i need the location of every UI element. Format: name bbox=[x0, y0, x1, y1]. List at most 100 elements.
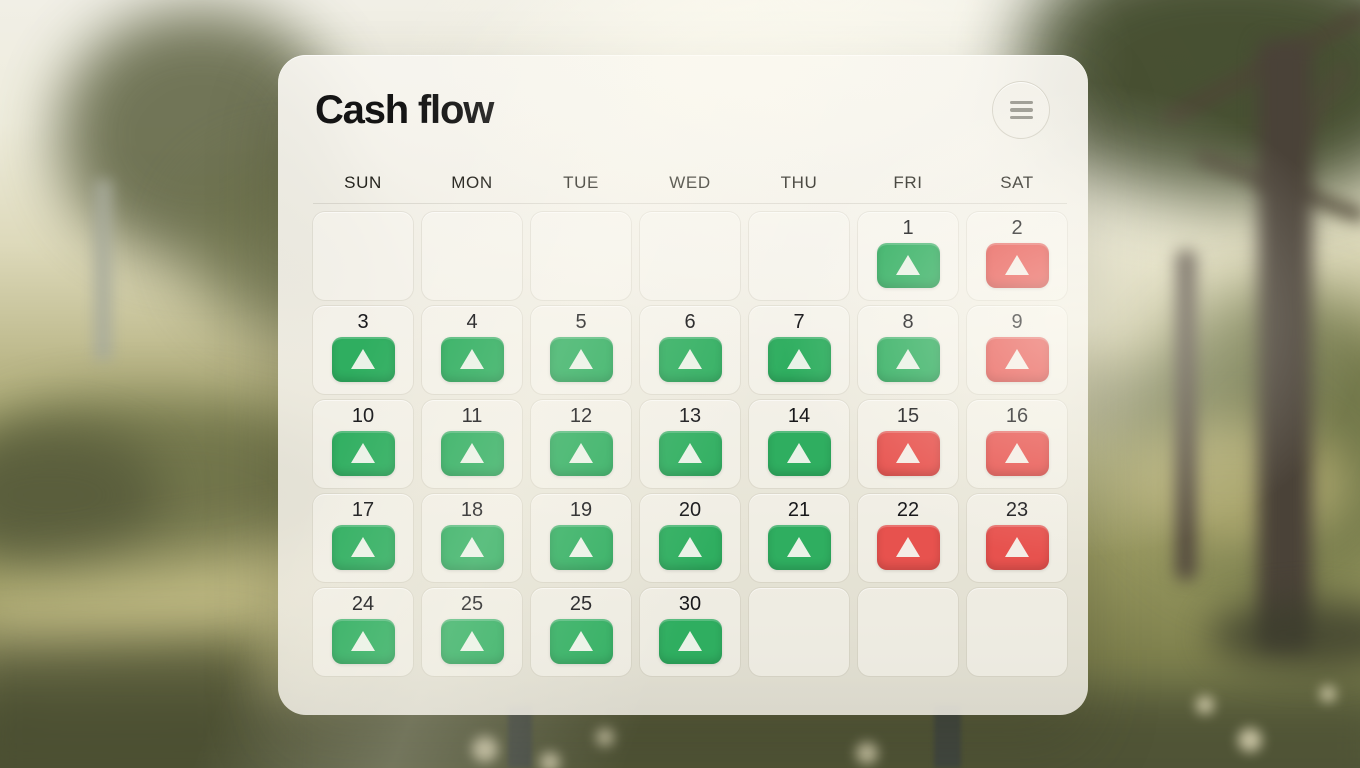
day-number: 19 bbox=[569, 499, 593, 521]
day-number: 2 bbox=[1011, 217, 1023, 239]
day-header: WED bbox=[669, 173, 711, 192]
day-number: 7 bbox=[793, 311, 805, 333]
calendar-day-cell[interactable]: 17 bbox=[313, 494, 413, 582]
up-triangle-icon bbox=[460, 348, 484, 369]
day-header: TUE bbox=[563, 173, 599, 192]
up-triangle-icon bbox=[787, 348, 811, 369]
calendar-day-cell[interactable]: 20 bbox=[640, 494, 740, 582]
bokeh-light bbox=[1196, 696, 1214, 714]
up-triangle-icon bbox=[896, 442, 920, 463]
day-number: 30 bbox=[678, 593, 702, 615]
tree-branch bbox=[1193, 149, 1360, 223]
trend-badge-positive bbox=[658, 619, 722, 664]
calendar-day-cell[interactable]: 6 bbox=[640, 306, 740, 394]
trend-badge-positive bbox=[658, 337, 722, 382]
up-triangle-icon bbox=[569, 442, 593, 463]
trend-badge-negative bbox=[876, 431, 940, 476]
calendar-grid: 1 2 3 4 5 6 7 8 9 10 11 12 13 14 15 16 17 18 19 20 21 22 23 24 2… bbox=[313, 212, 1067, 676]
day-number: 9 bbox=[1011, 311, 1023, 333]
trend-badge-positive bbox=[767, 337, 831, 382]
calendar-day-cell[interactable]: 13 bbox=[640, 400, 740, 488]
calendar-day-cell[interactable]: 2 bbox=[967, 212, 1067, 300]
trend-badge-positive bbox=[767, 525, 831, 570]
day-number: 13 bbox=[678, 405, 702, 427]
trend-badge-positive bbox=[658, 431, 722, 476]
calendar-day-cell[interactable]: 15 bbox=[858, 400, 958, 488]
day-number: 25 bbox=[460, 593, 484, 615]
calendar-day-cell[interactable]: 9 bbox=[967, 306, 1067, 394]
day-number: 5 bbox=[575, 311, 587, 333]
trend-badge-positive bbox=[440, 337, 504, 382]
calendar-empty-cell bbox=[749, 212, 849, 300]
calendar-day-cell[interactable]: 30 bbox=[640, 588, 740, 676]
calendar-day-cell[interactable]: 14 bbox=[749, 400, 849, 488]
trend-badge-positive bbox=[549, 337, 613, 382]
calendar-day-cell[interactable]: 18 bbox=[422, 494, 522, 582]
dark-hill-left bbox=[0, 430, 160, 560]
calendar-day-cell[interactable]: 3 bbox=[313, 306, 413, 394]
hamburger-menu-icon bbox=[1009, 100, 1033, 120]
up-triangle-icon bbox=[787, 536, 811, 557]
calendar-day-cell[interactable]: 1 bbox=[858, 212, 958, 300]
trend-badge-positive bbox=[549, 431, 613, 476]
day-header: SAT bbox=[1000, 173, 1034, 192]
trend-badge-positive bbox=[440, 619, 504, 664]
tree-right-foliage bbox=[1130, 290, 1360, 590]
calendar-day-cell[interactable]: 7 bbox=[749, 306, 849, 394]
tree-right-sunlit-foliage bbox=[1110, 420, 1350, 550]
bokeh-light bbox=[540, 752, 560, 768]
day-number: 23 bbox=[1005, 499, 1029, 521]
up-triangle-icon bbox=[1005, 254, 1029, 275]
calendar-day-cell[interactable]: 5 bbox=[531, 306, 631, 394]
calendar-day-cell[interactable]: 10 bbox=[313, 400, 413, 488]
calendar-day-cell[interactable]: 23 bbox=[967, 494, 1067, 582]
day-number: 25 bbox=[569, 593, 593, 615]
tree-trunk-right bbox=[1258, 40, 1312, 650]
bokeh-light bbox=[856, 742, 878, 764]
day-number: 4 bbox=[466, 311, 478, 333]
tree-branch bbox=[1257, 61, 1353, 191]
tree-branch bbox=[1160, 6, 1360, 128]
day-number: 8 bbox=[902, 311, 914, 333]
up-triangle-icon bbox=[351, 630, 375, 651]
day-number: 1 bbox=[902, 217, 914, 239]
calendar-day-cell[interactable]: 12 bbox=[531, 400, 631, 488]
up-triangle-icon bbox=[569, 630, 593, 651]
up-triangle-icon bbox=[1005, 442, 1029, 463]
calendar-day-cell[interactable]: 21 bbox=[749, 494, 849, 582]
up-triangle-icon bbox=[569, 536, 593, 557]
day-number: 12 bbox=[569, 405, 593, 427]
calendar-day-cell[interactable]: 4 bbox=[422, 306, 522, 394]
day-number: 6 bbox=[684, 311, 696, 333]
trend-badge-negative bbox=[985, 243, 1049, 288]
up-triangle-icon bbox=[569, 348, 593, 369]
up-triangle-icon bbox=[678, 630, 702, 651]
up-triangle-icon bbox=[351, 536, 375, 557]
trend-badge-positive bbox=[876, 243, 940, 288]
calendar-empty-cell bbox=[531, 212, 631, 300]
calendar-day-cell[interactable]: 25 bbox=[531, 588, 631, 676]
calendar-day-cell[interactable]: 11 bbox=[422, 400, 522, 488]
calendar-day-cell[interactable]: 22 bbox=[858, 494, 958, 582]
day-header: SUN bbox=[344, 173, 382, 192]
menu-button[interactable] bbox=[992, 81, 1050, 139]
trend-badge-negative bbox=[985, 525, 1049, 570]
calendar-day-cell[interactable]: 19 bbox=[531, 494, 631, 582]
up-triangle-icon bbox=[678, 536, 702, 557]
day-number: 11 bbox=[461, 405, 483, 427]
up-triangle-icon bbox=[351, 348, 375, 369]
light-pole bbox=[94, 180, 112, 360]
calendar-day-cell[interactable]: 24 bbox=[313, 588, 413, 676]
bokeh-light bbox=[596, 728, 614, 746]
calendar-day-cell[interactable]: 25 bbox=[422, 588, 522, 676]
day-number: 24 bbox=[351, 593, 375, 615]
day-number: 15 bbox=[896, 405, 920, 427]
up-triangle-icon bbox=[896, 536, 920, 557]
calendar-day-cell[interactable]: 8 bbox=[858, 306, 958, 394]
calendar-day-cell[interactable]: 16 bbox=[967, 400, 1067, 488]
up-triangle-icon bbox=[896, 348, 920, 369]
up-triangle-icon bbox=[1005, 536, 1029, 557]
sign-post-right bbox=[934, 706, 961, 768]
day-header-row: SUN MON TUE WED THU FRI SAT bbox=[313, 173, 1067, 193]
